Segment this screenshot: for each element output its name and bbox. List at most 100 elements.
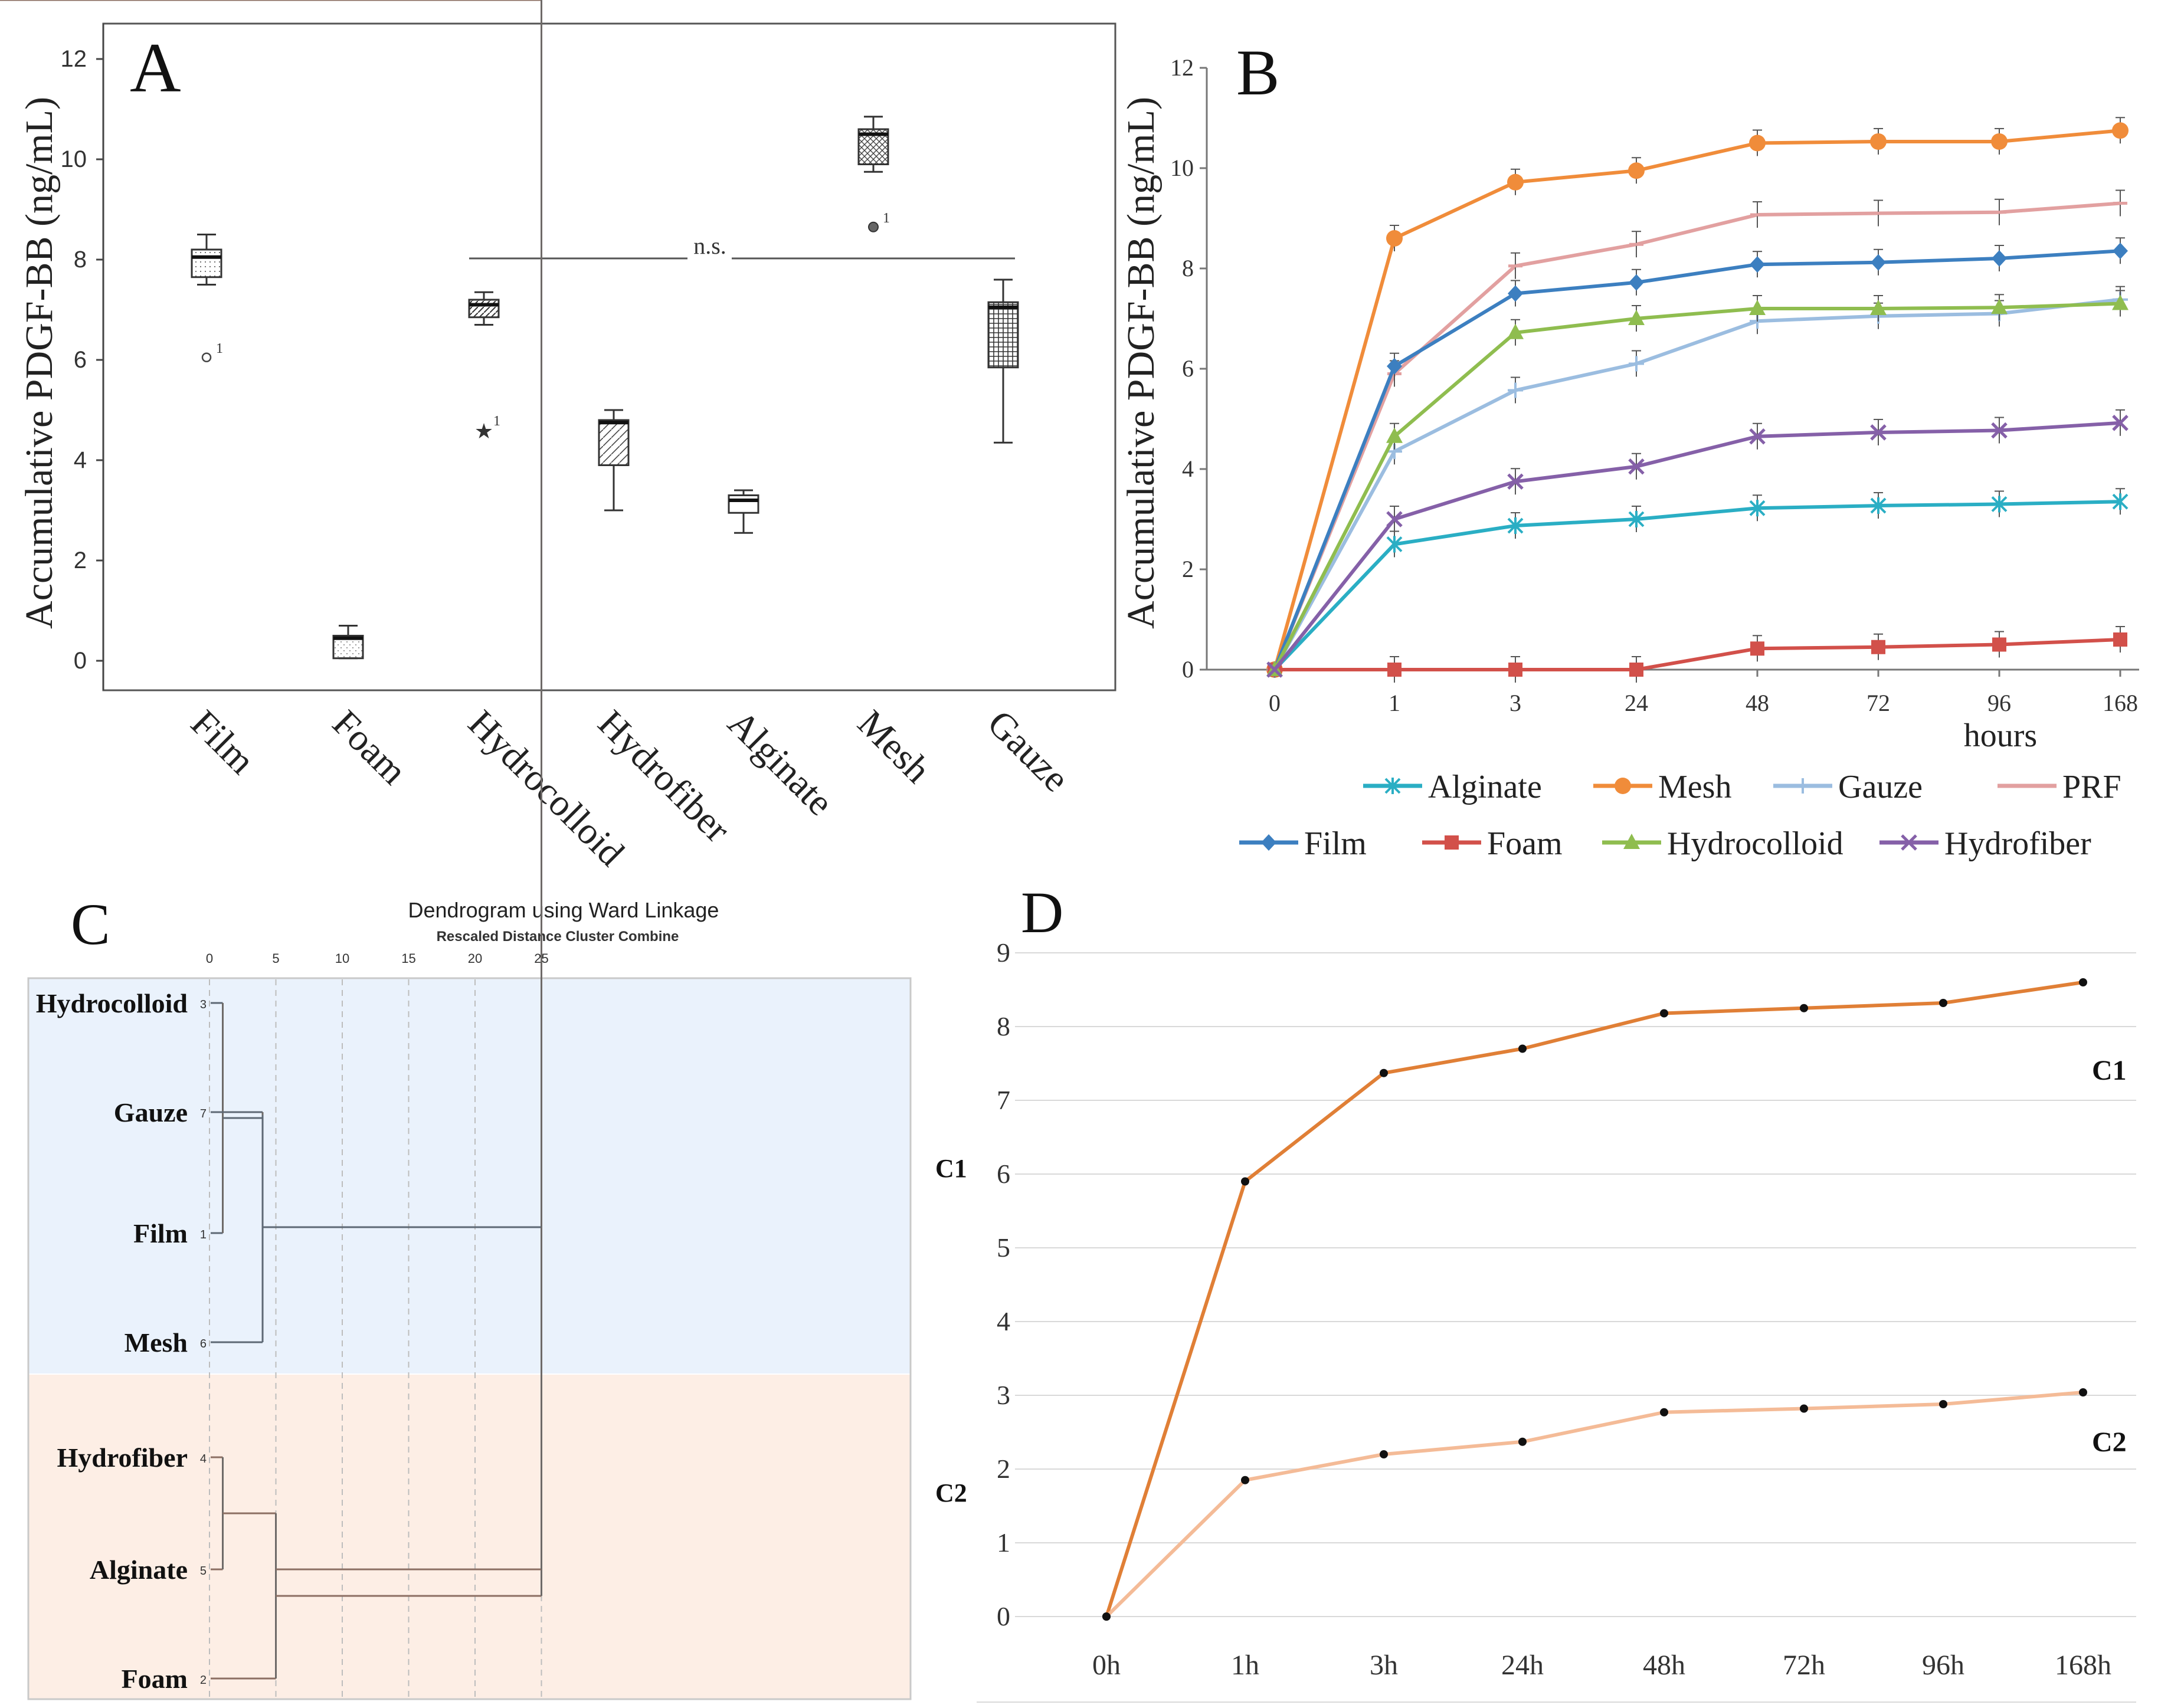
- series-marker: [1991, 422, 2008, 439]
- panel-d-letter: D: [1021, 880, 1063, 945]
- series-marker: [2113, 632, 2127, 647]
- series-marker: [2112, 294, 2129, 310]
- series-marker: [2112, 122, 2129, 139]
- series-marker: [2079, 1388, 2087, 1396]
- series-marker: [1380, 1450, 1388, 1458]
- series-marker: [1387, 663, 1402, 677]
- series-marker: [1386, 230, 1403, 247]
- leaf-label: Hydrofiber: [57, 1443, 188, 1473]
- series-line: [1105, 981, 2084, 1617]
- series-marker: [1749, 500, 1766, 517]
- series-c2: [1102, 1388, 2087, 1621]
- series-marker: [1518, 1437, 1527, 1446]
- series-marker: [1629, 274, 1644, 291]
- cluster-label-c2: C2: [935, 1478, 967, 1507]
- legend-label: Foam: [1487, 825, 1563, 862]
- y-tick-label: 4: [997, 1306, 1010, 1336]
- panel-b-letter: B: [1236, 37, 1279, 109]
- series-marker: [1939, 1400, 1947, 1408]
- leaf-label: Mesh: [125, 1327, 188, 1358]
- leaf-id: 4: [200, 1453, 207, 1466]
- y-tick-label: 5: [997, 1232, 1010, 1263]
- series-marker: [1660, 1408, 1668, 1417]
- x-tick-label: 48: [1746, 690, 1769, 716]
- series-marker: [1507, 473, 1524, 490]
- series-line: [1273, 421, 2121, 671]
- legend-item-gauze: Gauze: [1773, 769, 1923, 805]
- y-tick-label: 0: [1182, 656, 1194, 683]
- series-marker: [1384, 778, 1401, 794]
- series-marker: [1800, 1404, 1808, 1413]
- x-tick-label: 1: [1389, 690, 1400, 716]
- y-tick-label: 3: [997, 1380, 1010, 1410]
- series-marker: [1629, 663, 1643, 677]
- panel-c-frame: [27, 977, 912, 1700]
- legend-item-hydrocolloid: Hydrocolloid: [1602, 825, 1843, 862]
- series-marker: [1871, 640, 1885, 654]
- y-tick-label: 4: [1182, 455, 1194, 482]
- legend-label: Hydrocolloid: [1667, 825, 1843, 862]
- x-category-label: Film: [183, 702, 263, 782]
- leaf-id: 7: [200, 1107, 207, 1120]
- x-tick-label: 5: [272, 951, 279, 966]
- series-c1: [1102, 978, 2087, 1621]
- y-tick-label: 10: [1170, 155, 1194, 181]
- legend-item-foam: Foam: [1422, 825, 1563, 862]
- series-marker: [1102, 1612, 1111, 1621]
- series-marker: [1629, 356, 1644, 372]
- panel-a-y-axis-title: Accumulative PDGF-BB (ng/mL): [18, 97, 61, 629]
- series-marker: [1749, 428, 1766, 445]
- series-marker: [1386, 511, 1403, 527]
- leaf-label: Alginate: [90, 1555, 188, 1585]
- y-tick-label: 2: [74, 548, 87, 573]
- x-tick-label: 1h: [1231, 1650, 1259, 1681]
- series-marker: [1508, 663, 1522, 677]
- x-tick-label: 3h: [1370, 1650, 1398, 1681]
- x-tick-label: 24h: [1501, 1650, 1544, 1681]
- series-marker: [1628, 458, 1645, 475]
- legend-label: Mesh: [1658, 769, 1731, 805]
- x-tick-label: 0: [206, 951, 213, 966]
- series-marker: [1508, 382, 1523, 398]
- legend-label: Film: [1304, 825, 1367, 862]
- box-outlier: ★: [474, 419, 493, 443]
- series-marker: [1992, 637, 2006, 652]
- box-film: [191, 248, 222, 278]
- series-marker: [1870, 300, 1887, 315]
- series-marker: [1445, 835, 1459, 850]
- y-tick-label: 7: [997, 1085, 1010, 1115]
- leaf-label: Hydrocolloid: [36, 988, 188, 1018]
- series-marker: [1901, 834, 1917, 851]
- series-label-c2: C2: [2092, 1427, 2127, 1458]
- box-outlier-label: 1: [493, 414, 500, 429]
- series-marker: [1870, 497, 1887, 514]
- series-marker: [1628, 511, 1645, 527]
- series-marker: [1870, 133, 1887, 150]
- x-tick-label: 20: [468, 951, 482, 966]
- series-marker: [1380, 1068, 1388, 1077]
- leaf-id: 1: [200, 1228, 207, 1241]
- series-marker: [1623, 834, 1640, 849]
- series-marker: [1615, 778, 1631, 794]
- x-tick-label: 3: [1509, 690, 1521, 716]
- series-marker: [1939, 999, 1947, 1007]
- x-tick-label: 0: [1269, 690, 1281, 716]
- series-hydrocolloid: [1266, 290, 2129, 676]
- series-line: [1273, 301, 2121, 671]
- series-line: [1273, 249, 2121, 671]
- series-marker: [1508, 285, 1523, 302]
- y-tick-label: 6: [997, 1159, 1010, 1189]
- x-category-label: Gauze: [980, 702, 1078, 800]
- series-marker: [1750, 256, 1765, 273]
- series-line: [1275, 638, 2121, 671]
- series-marker: [1800, 1004, 1808, 1012]
- series-marker: [1628, 310, 1645, 325]
- box-hydrofiber: [598, 419, 630, 466]
- legend-label: Hydrofiber: [1944, 825, 2091, 862]
- panel-a-letter: A: [130, 28, 181, 107]
- series-marker: [2079, 978, 2087, 986]
- y-tick-label: 10: [61, 146, 87, 172]
- legend-label: Gauze: [1838, 769, 1923, 805]
